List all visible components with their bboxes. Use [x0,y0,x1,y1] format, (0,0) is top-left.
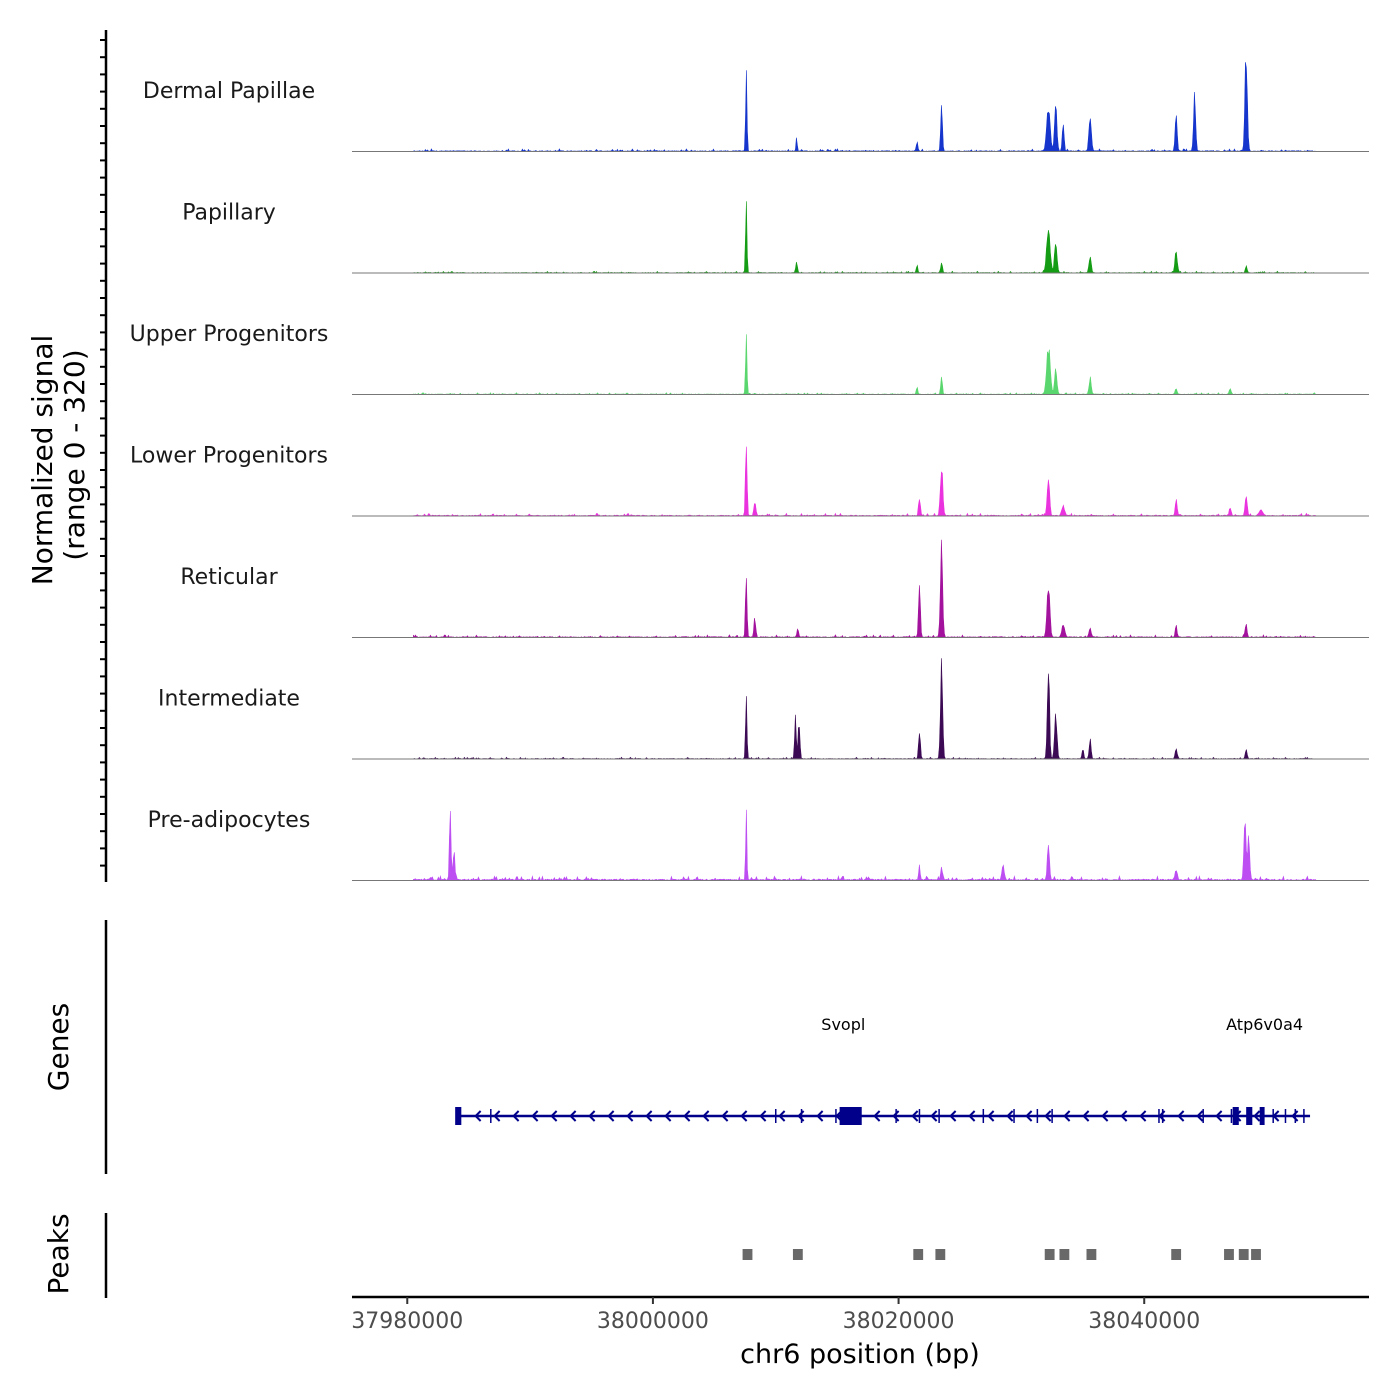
peak-region [913,1249,924,1260]
signal-area [413,62,1317,152]
peak-regions [742,1249,1261,1260]
track-upper-progenitors: Upper Progenitors [130,322,1369,395]
strand-chevron [1139,1110,1147,1122]
track-lower-progenitors: Lower Progenitors [130,444,1369,517]
track-label: Dermal Papillae [143,79,315,104]
signal-area [413,201,1317,274]
peak-region [1238,1249,1249,1260]
track-label: Intermediate [158,687,300,712]
peak-region [742,1249,753,1260]
strand-chevron [1120,1110,1128,1122]
strand-chevron [569,1110,577,1122]
strand-chevron [816,1110,824,1122]
strand-chevron [1177,1110,1185,1122]
signal-tracks: Dermal Papillae Papillary Upper Progenitor… [130,62,1369,881]
peak-region [1251,1249,1261,1260]
strand-chevron [892,1110,900,1122]
signal-area [413,809,1317,881]
exon [1259,1107,1265,1125]
strand-chevron [778,1110,786,1122]
strand-chevron [1101,1110,1109,1122]
peak-region [1044,1249,1055,1260]
exon [839,1107,862,1125]
peak-region [1086,1249,1097,1260]
strand-chevron [1063,1110,1071,1122]
strand-chevron [531,1110,539,1122]
track-papillary: Papillary [182,201,1369,274]
strand-chevron [1025,1110,1033,1122]
strand-chevron [949,1110,957,1122]
gene-models: Svopl Atp6v0a4 [455,1015,1311,1125]
track-label: Lower Progenitors [130,444,328,469]
x-axis-label: chr6 position (bp) [740,1339,980,1370]
strand-chevron [626,1110,634,1122]
signal-area [413,658,1317,760]
strand-chevron [930,1110,938,1122]
strand-chevron [721,1110,729,1122]
exon [455,1107,462,1125]
x-tick-label: 37980000 [351,1309,463,1334]
strand-chevron [588,1110,596,1122]
strand-chevron [1196,1110,1204,1122]
track-label: Papillary [182,201,276,226]
strand-chevron [987,1110,995,1122]
track-pre-adipocytes: Pre-adipocytes [148,808,1369,881]
gene-label: Svopl [821,1015,865,1034]
y-axis-label-line2: (range 0 - 320) [58,349,91,560]
x-tick-label: 38000000 [597,1309,709,1334]
peak-region [1059,1249,1070,1260]
strand-chevron [911,1110,919,1122]
signal-area [413,334,1318,395]
track-label: Reticular [180,565,278,590]
gene-label: Atp6v0a4 [1226,1015,1303,1034]
peaks-panel-label: Peaks [42,1213,75,1294]
x-tick-label: 38020000 [843,1309,955,1334]
strand-chevron [1082,1110,1090,1122]
x-axis-ticks: 37980000 38000000 38020000 38040000 [351,1297,1200,1334]
strand-chevron [493,1110,501,1122]
strand-chevron [607,1110,615,1122]
peak-region [935,1249,946,1260]
genes-panel-label: Genes [42,1003,75,1091]
peak-region [792,1249,803,1260]
y-axis-label-line1: Normalized signal [26,335,59,586]
strand-chevron [1006,1110,1014,1122]
track-reticular: Reticular [180,539,1369,638]
track-dermal-papillae: Dermal Papillae [143,62,1369,152]
strand-chevron [759,1110,767,1122]
strand-chevron [1215,1110,1223,1122]
exon [1246,1107,1253,1125]
signal-area [413,446,1318,517]
strand-chevron [550,1110,558,1122]
x-tick-label: 38040000 [1088,1309,1200,1334]
strand-chevron [1253,1110,1261,1122]
strand-chevron [664,1110,672,1122]
strand-chevron [702,1110,710,1122]
strand-chevron [873,1110,881,1122]
strand-chevron [1044,1110,1052,1122]
strand-chevron [474,1110,482,1122]
strand-chevron [968,1110,976,1122]
track-label: Pre-adipocytes [148,808,311,833]
peak-region [1171,1249,1182,1260]
peak-region [1224,1249,1234,1260]
signal-y-axis-ticks [100,39,106,867]
track-label: Upper Progenitors [130,322,329,347]
strand-chevron [512,1110,520,1122]
strand-chevron [740,1110,748,1122]
signal-area [413,539,1317,638]
exon [1232,1107,1239,1125]
strand-chevron [683,1110,691,1122]
strand-chevron [645,1110,653,1122]
track-intermediate: Intermediate [158,658,1369,760]
